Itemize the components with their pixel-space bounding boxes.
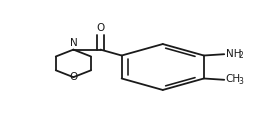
Text: 3: 3	[239, 77, 244, 86]
Text: 2: 2	[239, 51, 243, 60]
Text: N: N	[70, 38, 77, 48]
Text: CH: CH	[226, 74, 241, 84]
Text: O: O	[69, 72, 78, 82]
Text: NH: NH	[226, 49, 241, 59]
Text: O: O	[96, 23, 105, 33]
